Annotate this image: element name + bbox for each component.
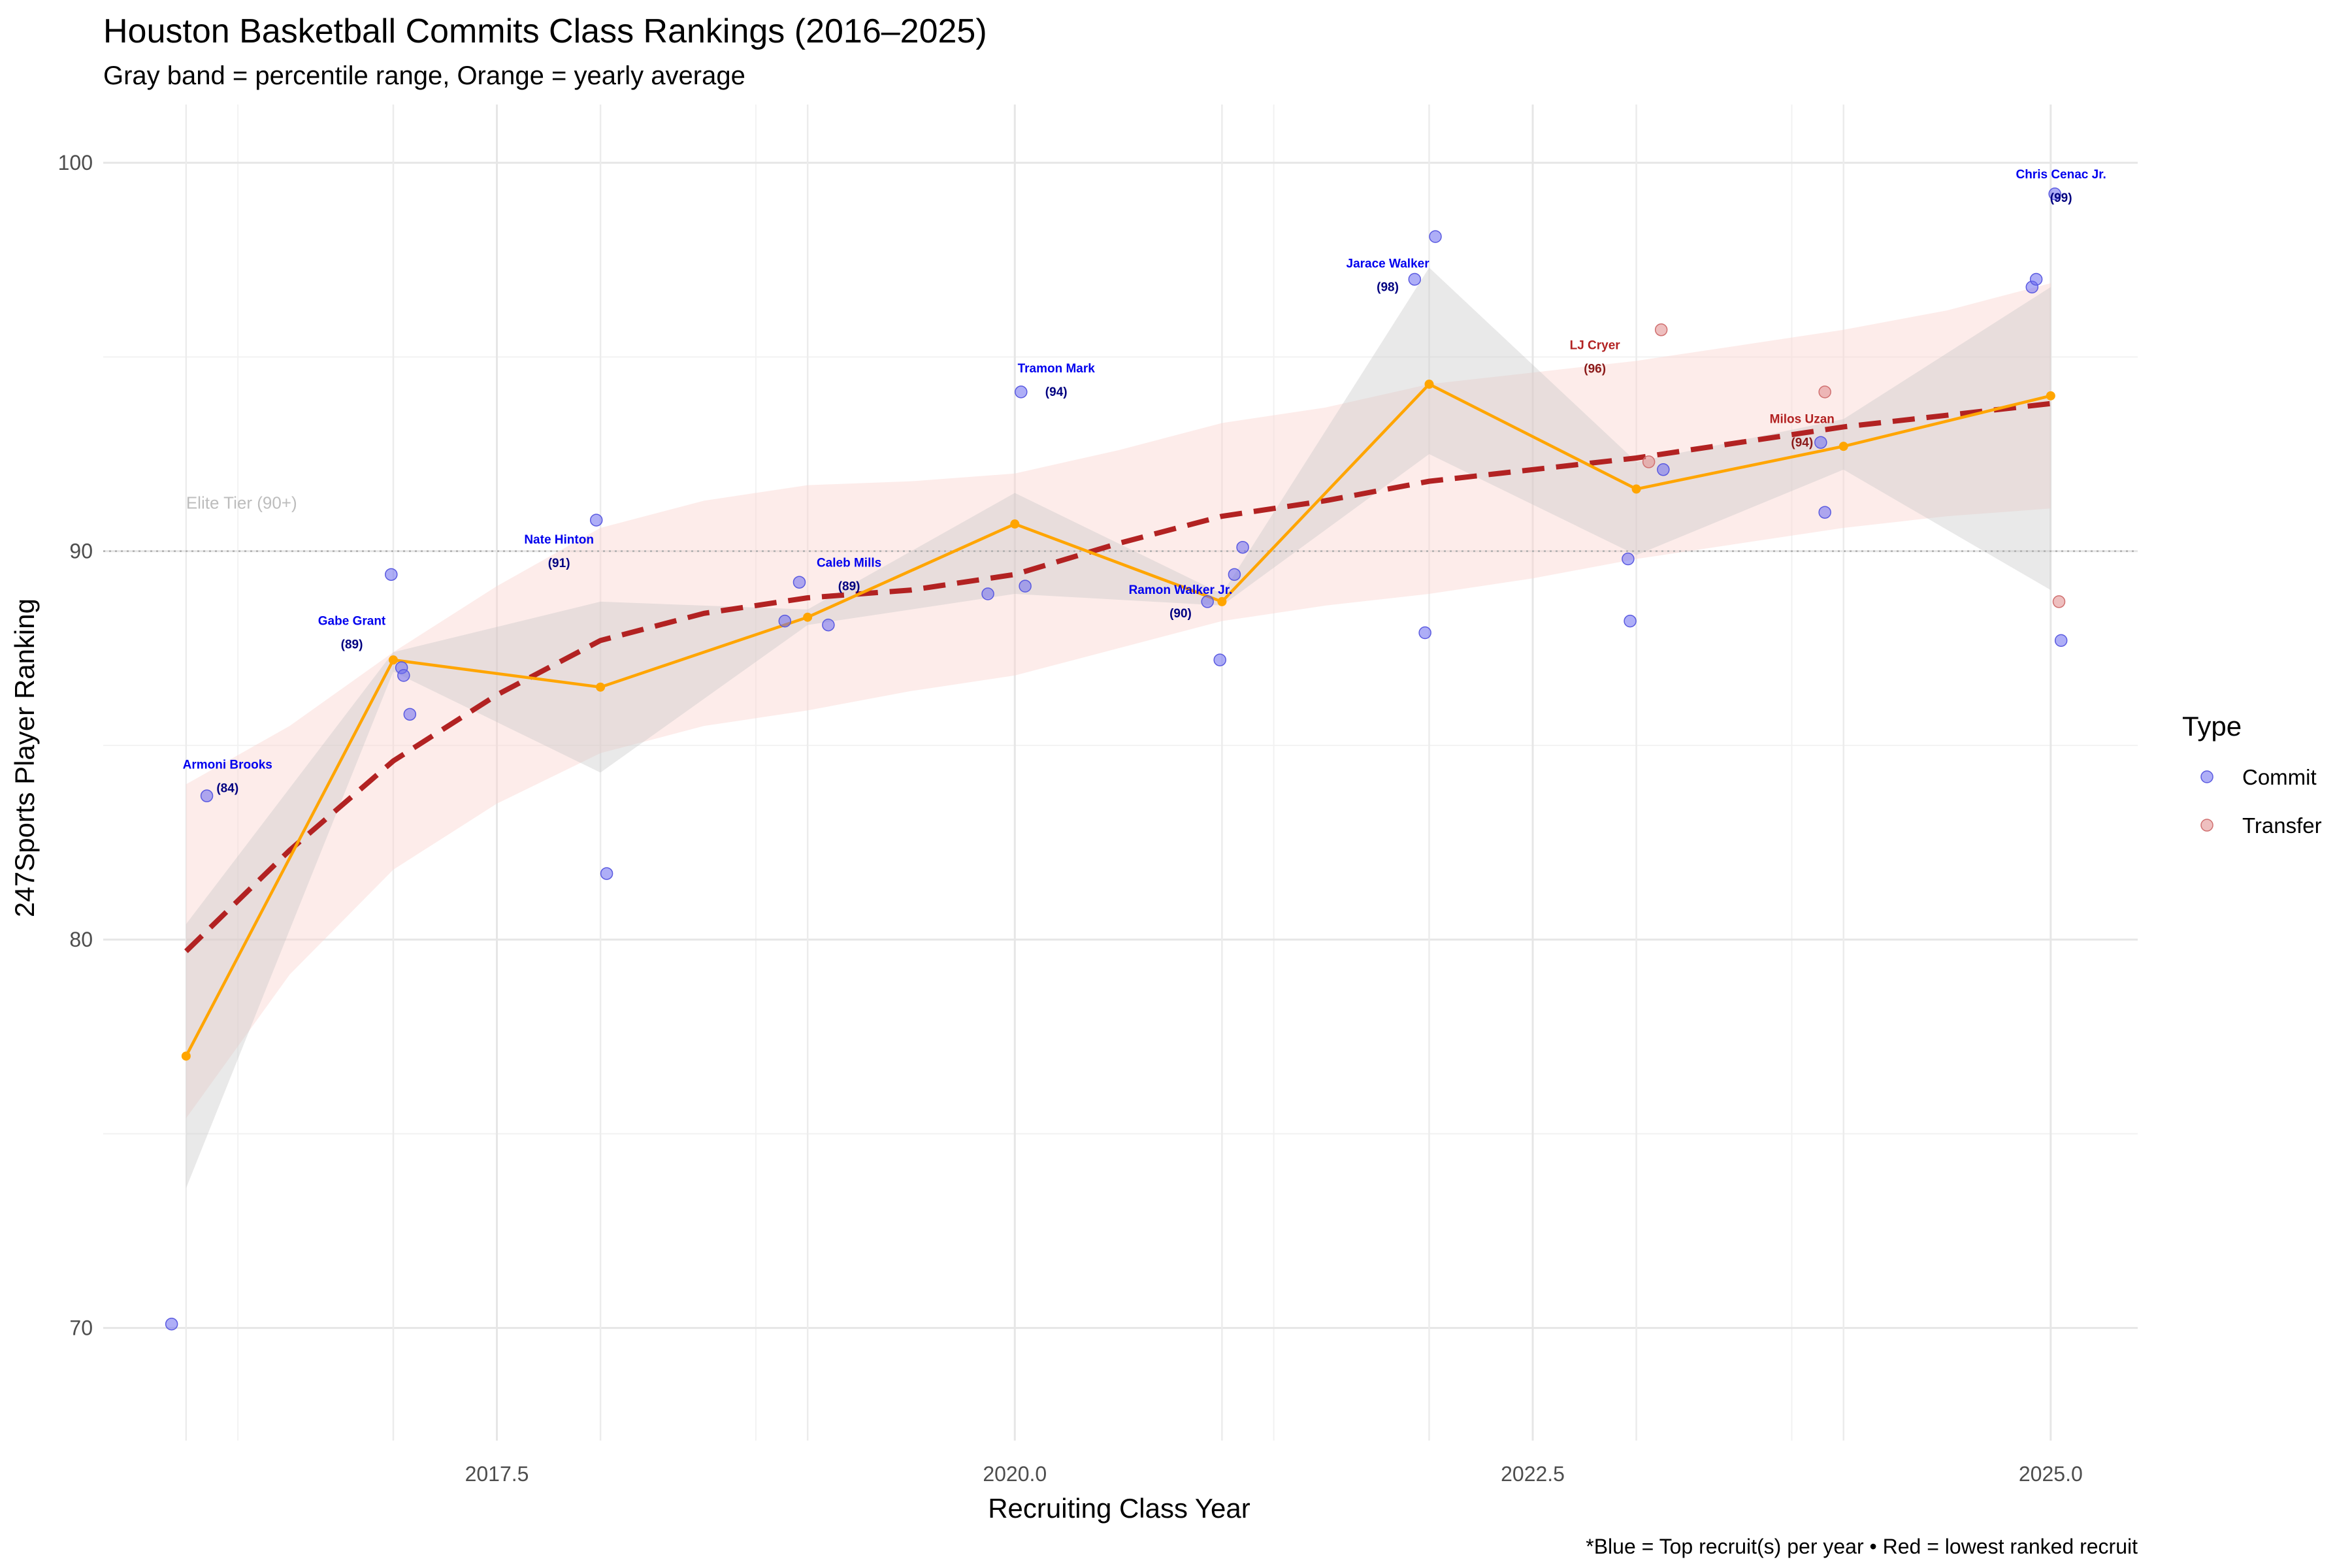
annotation-rating: (91) — [548, 557, 570, 570]
commit-point — [1418, 626, 1431, 640]
annotation-name: Tramon Mark — [1018, 362, 1096, 376]
commit-point — [1213, 653, 1226, 666]
annotation-rating: (89) — [838, 580, 860, 593]
commit-point — [981, 587, 994, 600]
annotation-name: Milos Uzan — [1770, 412, 1835, 426]
yearly-average-point — [1010, 519, 1020, 529]
yearly-average-point — [1424, 380, 1434, 389]
commit-point — [1201, 595, 1214, 608]
x-tick-label: 2017.5 — [465, 1462, 529, 1486]
yearly-average-point — [596, 682, 606, 692]
commit-point — [1015, 385, 1028, 399]
annotation-name: LJ Cryer — [1570, 339, 1621, 353]
commit-point — [200, 789, 214, 802]
x-tick-label: 2025.0 — [2019, 1462, 2083, 1486]
commit-point — [385, 568, 398, 581]
commit-point — [600, 867, 613, 880]
transfer-point — [1818, 385, 1831, 399]
yearly-average-point — [388, 655, 398, 665]
yearly-average-point — [1838, 442, 1848, 451]
annotation-name: Caleb Mills — [817, 556, 881, 570]
annotation-name: Chris Cenac Jr. — [2016, 168, 2106, 182]
annotation-rating: (94) — [1045, 385, 1068, 399]
y-axis-title: 247Sports Player Ranking — [9, 598, 40, 917]
annotation-rating: (96) — [1584, 363, 1606, 376]
yearly-average-point — [2046, 391, 2055, 400]
annotation-rating: (99) — [2050, 191, 2072, 205]
annotation-name: Jarace Walker — [1347, 257, 1430, 271]
x-tick-label: 2022.5 — [1501, 1462, 1565, 1486]
annotation-rating: (94) — [1791, 436, 1813, 449]
annotation-rating: (89) — [341, 638, 363, 652]
yearly-average-point — [1631, 484, 1641, 494]
y-tick-label: 80 — [69, 928, 93, 951]
annotation-rating: (84) — [216, 782, 238, 796]
x-tick-label: 2020.0 — [983, 1462, 1047, 1486]
annotation-name: Armoni Brooks — [183, 759, 272, 772]
transfer-point — [2052, 595, 2066, 608]
annotation-name: Ramon Walker Jr. — [1129, 583, 1233, 597]
trend-line — [184, 400, 2051, 953]
chart-title: Houston Basketball Commits Class Ranking… — [103, 12, 987, 50]
trend-ribbon — [186, 283, 2051, 1119]
plot-panel: 2017.5 2020.0 2022.5 2025.0 70 80 90 100 Elite T… — [58, 105, 2138, 1486]
commit-point — [165, 1317, 178, 1331]
legend: Type Commit Transfer — [2182, 711, 2322, 838]
commit-point — [589, 514, 603, 527]
commit-point — [1622, 552, 1635, 566]
commit-point — [822, 618, 835, 632]
commit-point — [1624, 614, 1637, 628]
transfer-point — [1642, 455, 1656, 468]
chart-subtitle: Gray band = percentile range, Orange = y… — [103, 61, 745, 90]
commit-point — [1814, 436, 1827, 449]
commit-point — [1408, 272, 1422, 286]
annotation-name: Gabe Grant — [318, 615, 386, 629]
commit-point — [1818, 506, 1831, 519]
commit-point — [1429, 230, 1442, 243]
y-tick-label: 90 — [69, 540, 93, 563]
legend-title: Type — [2182, 711, 2242, 742]
elite-tier-label: Elite Tier (90+) — [186, 493, 297, 512]
yearly-average-point — [803, 612, 813, 622]
transfer-point — [1654, 323, 1668, 336]
commit-point — [1019, 580, 1032, 593]
commit-point — [2048, 187, 2061, 201]
commit-point — [397, 669, 410, 682]
commit-point — [403, 708, 417, 721]
commit-point — [2054, 634, 2068, 647]
annotation-rating: (98) — [1377, 281, 1399, 295]
legend-key-transfer — [2200, 819, 2213, 832]
yearly-average-line — [184, 382, 2051, 1057]
yearly-average-point — [1217, 596, 1227, 606]
percentile-band — [186, 267, 2051, 1188]
commit-point — [792, 576, 806, 589]
commit-point — [2029, 272, 2043, 286]
commit-point — [1236, 540, 1249, 554]
y-tick-label: 70 — [69, 1316, 93, 1340]
y-tick-label: 100 — [58, 151, 93, 174]
yearly-average-point — [181, 1051, 191, 1061]
legend-label-commit: Commit — [2242, 765, 2317, 789]
legend-label-transfer: Transfer — [2242, 813, 2322, 838]
commit-point — [1657, 463, 1670, 476]
annotation-name: Nate Hinton — [524, 533, 594, 547]
annotation-rating: (90) — [1169, 607, 1192, 621]
chart-caption: *Blue = Top recruit(s) per year • Red = … — [1586, 1535, 2138, 1558]
x-axis-title: Recruiting Class Year — [988, 1493, 1250, 1524]
commit-point — [1228, 568, 1241, 581]
legend-key-commit — [2200, 770, 2213, 783]
commit-point — [778, 614, 792, 628]
